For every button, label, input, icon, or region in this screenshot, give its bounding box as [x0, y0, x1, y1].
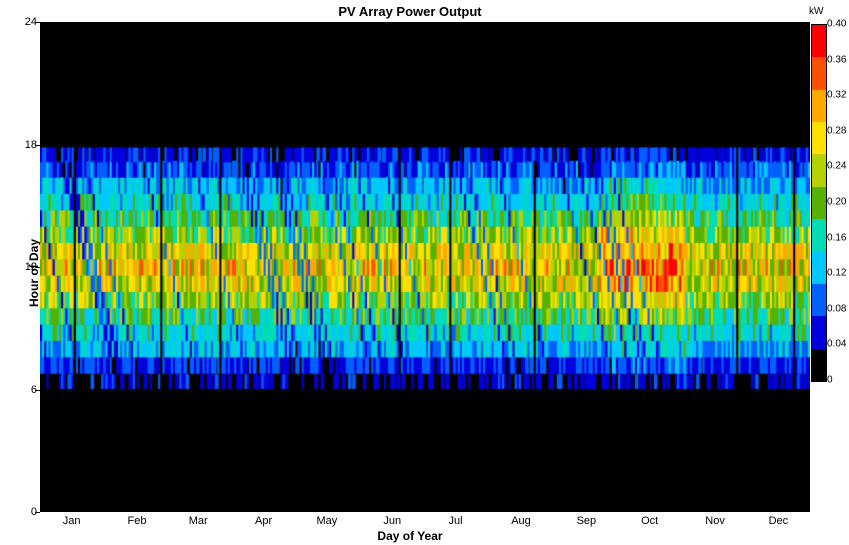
legend-tick-label: 0 — [827, 375, 833, 386]
legend-segment — [812, 349, 826, 381]
legend-tick-label: 0.28 — [827, 125, 846, 136]
x-tick-label: Sep — [577, 515, 597, 527]
heatmap-canvas — [40, 22, 810, 512]
legend-segment — [812, 122, 826, 154]
x-tick-label: Jun — [383, 515, 401, 527]
x-axis-label: Day of Year — [0, 529, 820, 543]
legend-segment — [812, 219, 826, 251]
x-tick-label: Dec — [769, 515, 789, 527]
legend-segment — [812, 25, 826, 57]
x-tick-label: Oct — [641, 515, 658, 527]
x-tick-label: Feb — [128, 515, 147, 527]
chart-container: PV Array Power Output Hour of Day Day of… — [0, 0, 849, 545]
chart-title: PV Array Power Output — [0, 4, 820, 19]
legend-bar — [811, 24, 827, 382]
heatmap-plot — [40, 22, 810, 512]
legend-title: kW — [809, 6, 823, 17]
legend-tick-label: 0.40 — [827, 19, 846, 30]
legend-tick-label: 0.04 — [827, 339, 846, 350]
x-tick-label: Apr — [255, 515, 272, 527]
legend-segment — [812, 57, 826, 89]
x-tick-label: Jul — [449, 515, 463, 527]
color-legend: kW 0.40 0.36 0.32 0.28 0.24 0.20 0.16 0.12 0.08 0… — [811, 6, 845, 386]
legend-segment — [812, 284, 826, 316]
legend-tick-label: 0.36 — [827, 54, 846, 65]
x-tick-label: Nov — [705, 515, 725, 527]
legend-tick-label: 0.08 — [827, 303, 846, 314]
x-tick-label: Jan — [63, 515, 81, 527]
legend-tick-label: 0.12 — [827, 268, 846, 279]
x-tick-label: May — [317, 515, 338, 527]
legend-segment — [812, 187, 826, 219]
legend-segment — [812, 252, 826, 284]
legend-segment — [812, 154, 826, 186]
legend-tick-label: 0.24 — [827, 161, 846, 172]
legend-segment — [812, 90, 826, 122]
x-tick-label: Aug — [511, 515, 531, 527]
legend-tick-label: 0.32 — [827, 90, 846, 101]
x-tick-label: Mar — [189, 515, 208, 527]
legend-tick-label: 0.16 — [827, 232, 846, 243]
legend-tick-label: 0.20 — [827, 197, 846, 208]
legend-segment — [812, 316, 826, 348]
